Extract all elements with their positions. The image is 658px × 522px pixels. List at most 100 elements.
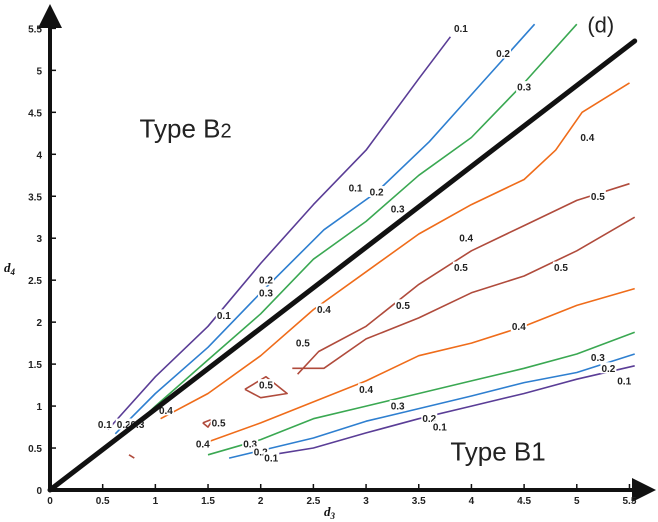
contour-label: 0.4 [159, 406, 173, 417]
contour-label-background [600, 362, 617, 374]
y-tick-label: 5 [36, 66, 42, 77]
contour-label: 0.5 [259, 381, 273, 392]
contour-label: 0.4 [459, 234, 473, 245]
reference-line-label: (d) [587, 13, 614, 38]
contour-label: 0.5 [454, 263, 468, 274]
contour-label: 0.1 [98, 420, 112, 431]
y-tick-label: 3 [36, 234, 42, 245]
contour-label-background [579, 131, 596, 143]
y-tick-label: 2.5 [28, 276, 42, 287]
contour-line-0-4 [160, 82, 630, 420]
y-tick-label: 1 [36, 402, 42, 413]
region-labels: Type B2 Type B1 [140, 114, 546, 467]
contour-label-background [495, 47, 512, 59]
contour-label: 0.1 [617, 376, 631, 387]
y-axis-label-main: d [4, 260, 11, 275]
contour-label-background [394, 299, 411, 311]
contour-line-0-5 [297, 182, 630, 375]
contour-label: 0.3 [259, 288, 273, 299]
region-label-main: Type B1 [450, 437, 545, 467]
contour-label-background [215, 309, 232, 321]
contour-line-0-1 [107, 36, 452, 431]
region-label-main: Type B [140, 114, 221, 144]
contour-label: 0.2 [370, 188, 384, 199]
y-tick-label: 0 [36, 486, 42, 497]
contour-label: 0.2 [422, 414, 436, 425]
contour-line-0-5 [292, 216, 636, 370]
reference-line-d [47, 38, 638, 493]
y-tick-label: 5.5 [28, 24, 42, 35]
region-label: Type B1 [450, 437, 545, 467]
contour-label-background [421, 412, 438, 424]
contour-label-background [257, 286, 274, 298]
contour-labels: 0.10.10.10.10.20.20.20.20.30.30.30.30.40… [96, 22, 633, 465]
contour-label-background [431, 421, 448, 433]
contour-label-background [589, 190, 606, 202]
contour-label: 0.3 [243, 439, 257, 450]
contour-label-background [452, 261, 469, 273]
contour-label: 0.2 [259, 276, 273, 287]
x-tick-label: 4.5 [517, 496, 531, 507]
x-tick-label: 5 [574, 496, 580, 507]
x-axis-label-main: d [324, 504, 331, 519]
y-tick-label: 2 [36, 318, 42, 329]
contour-label: 0.1 [264, 454, 278, 465]
contour-label-background [510, 320, 527, 332]
region-label: Type B2 [140, 114, 232, 144]
contour-label-background [157, 404, 174, 416]
contour-label: 0.2 [117, 420, 131, 431]
contour-label-background [552, 261, 569, 273]
y-tick-label: 4 [36, 150, 42, 161]
contour-label-background [210, 416, 227, 428]
x-axis-label: d3 [324, 504, 336, 521]
contour-label-background [96, 418, 113, 430]
contour-label-background [389, 400, 406, 412]
contour-label-background [263, 452, 280, 464]
contour-label: 0.2 [496, 49, 510, 60]
x-tick-label: 5.5 [623, 496, 637, 507]
x-tick-label: 3 [363, 496, 369, 507]
contour-label-background [389, 202, 406, 214]
contour-label: 0.5 [396, 301, 410, 312]
y-tick-label: 0.5 [28, 444, 42, 455]
contour-label-background [347, 181, 364, 193]
y-axis-ticks: 0 0.5 1 1.5 2 2.5 3 3.5 4 4.5 5 5.5 [28, 24, 56, 497]
y-axis-label: d4 [4, 260, 16, 277]
contour-label: 0.2 [601, 364, 615, 375]
contour-label-background [368, 186, 385, 198]
contour-label-background [252, 446, 269, 458]
contour-label-background [242, 437, 259, 449]
contour-label-background [257, 379, 274, 391]
contour-line-0-4 [202, 287, 635, 445]
y-tick-label: 1.5 [28, 360, 42, 371]
contour-label: 0.5 [212, 418, 226, 429]
x-tick-label: 1 [153, 496, 159, 507]
y-tick-label: 4.5 [28, 108, 42, 119]
contour-label: 0.3 [391, 402, 405, 413]
contour-line-0-3 [207, 331, 635, 456]
y-axis-arrow [38, 4, 62, 28]
x-tick-label: 1.5 [201, 496, 215, 507]
region-label-suffix: 2 [220, 121, 231, 143]
contour-label-background [516, 81, 533, 93]
contour-label-background [458, 232, 475, 244]
contour-label: 0.1 [454, 24, 468, 35]
contour-line-0-2 [228, 353, 635, 459]
x-tick-label: 3.5 [412, 496, 426, 507]
contour-label-background [589, 351, 606, 363]
contour-label-background [194, 437, 211, 449]
contour-label: 0.5 [296, 339, 310, 350]
contour-line-0-3 [125, 23, 578, 435]
contour-line-0-1 [271, 365, 635, 456]
x-tick-label: 0.5 [96, 496, 110, 507]
y-axis-label-subscript: 4 [10, 267, 16, 277]
contour-label: 0.5 [554, 263, 568, 274]
contour-lines [107, 23, 636, 459]
contour-label: 0.3 [391, 204, 405, 215]
x-tick-label: 2.5 [306, 496, 320, 507]
contour-label: 0.4 [580, 133, 594, 144]
contour-label-background [452, 22, 469, 34]
contour-line-0-2 [114, 23, 536, 435]
contour-label: 0.4 [317, 305, 331, 316]
